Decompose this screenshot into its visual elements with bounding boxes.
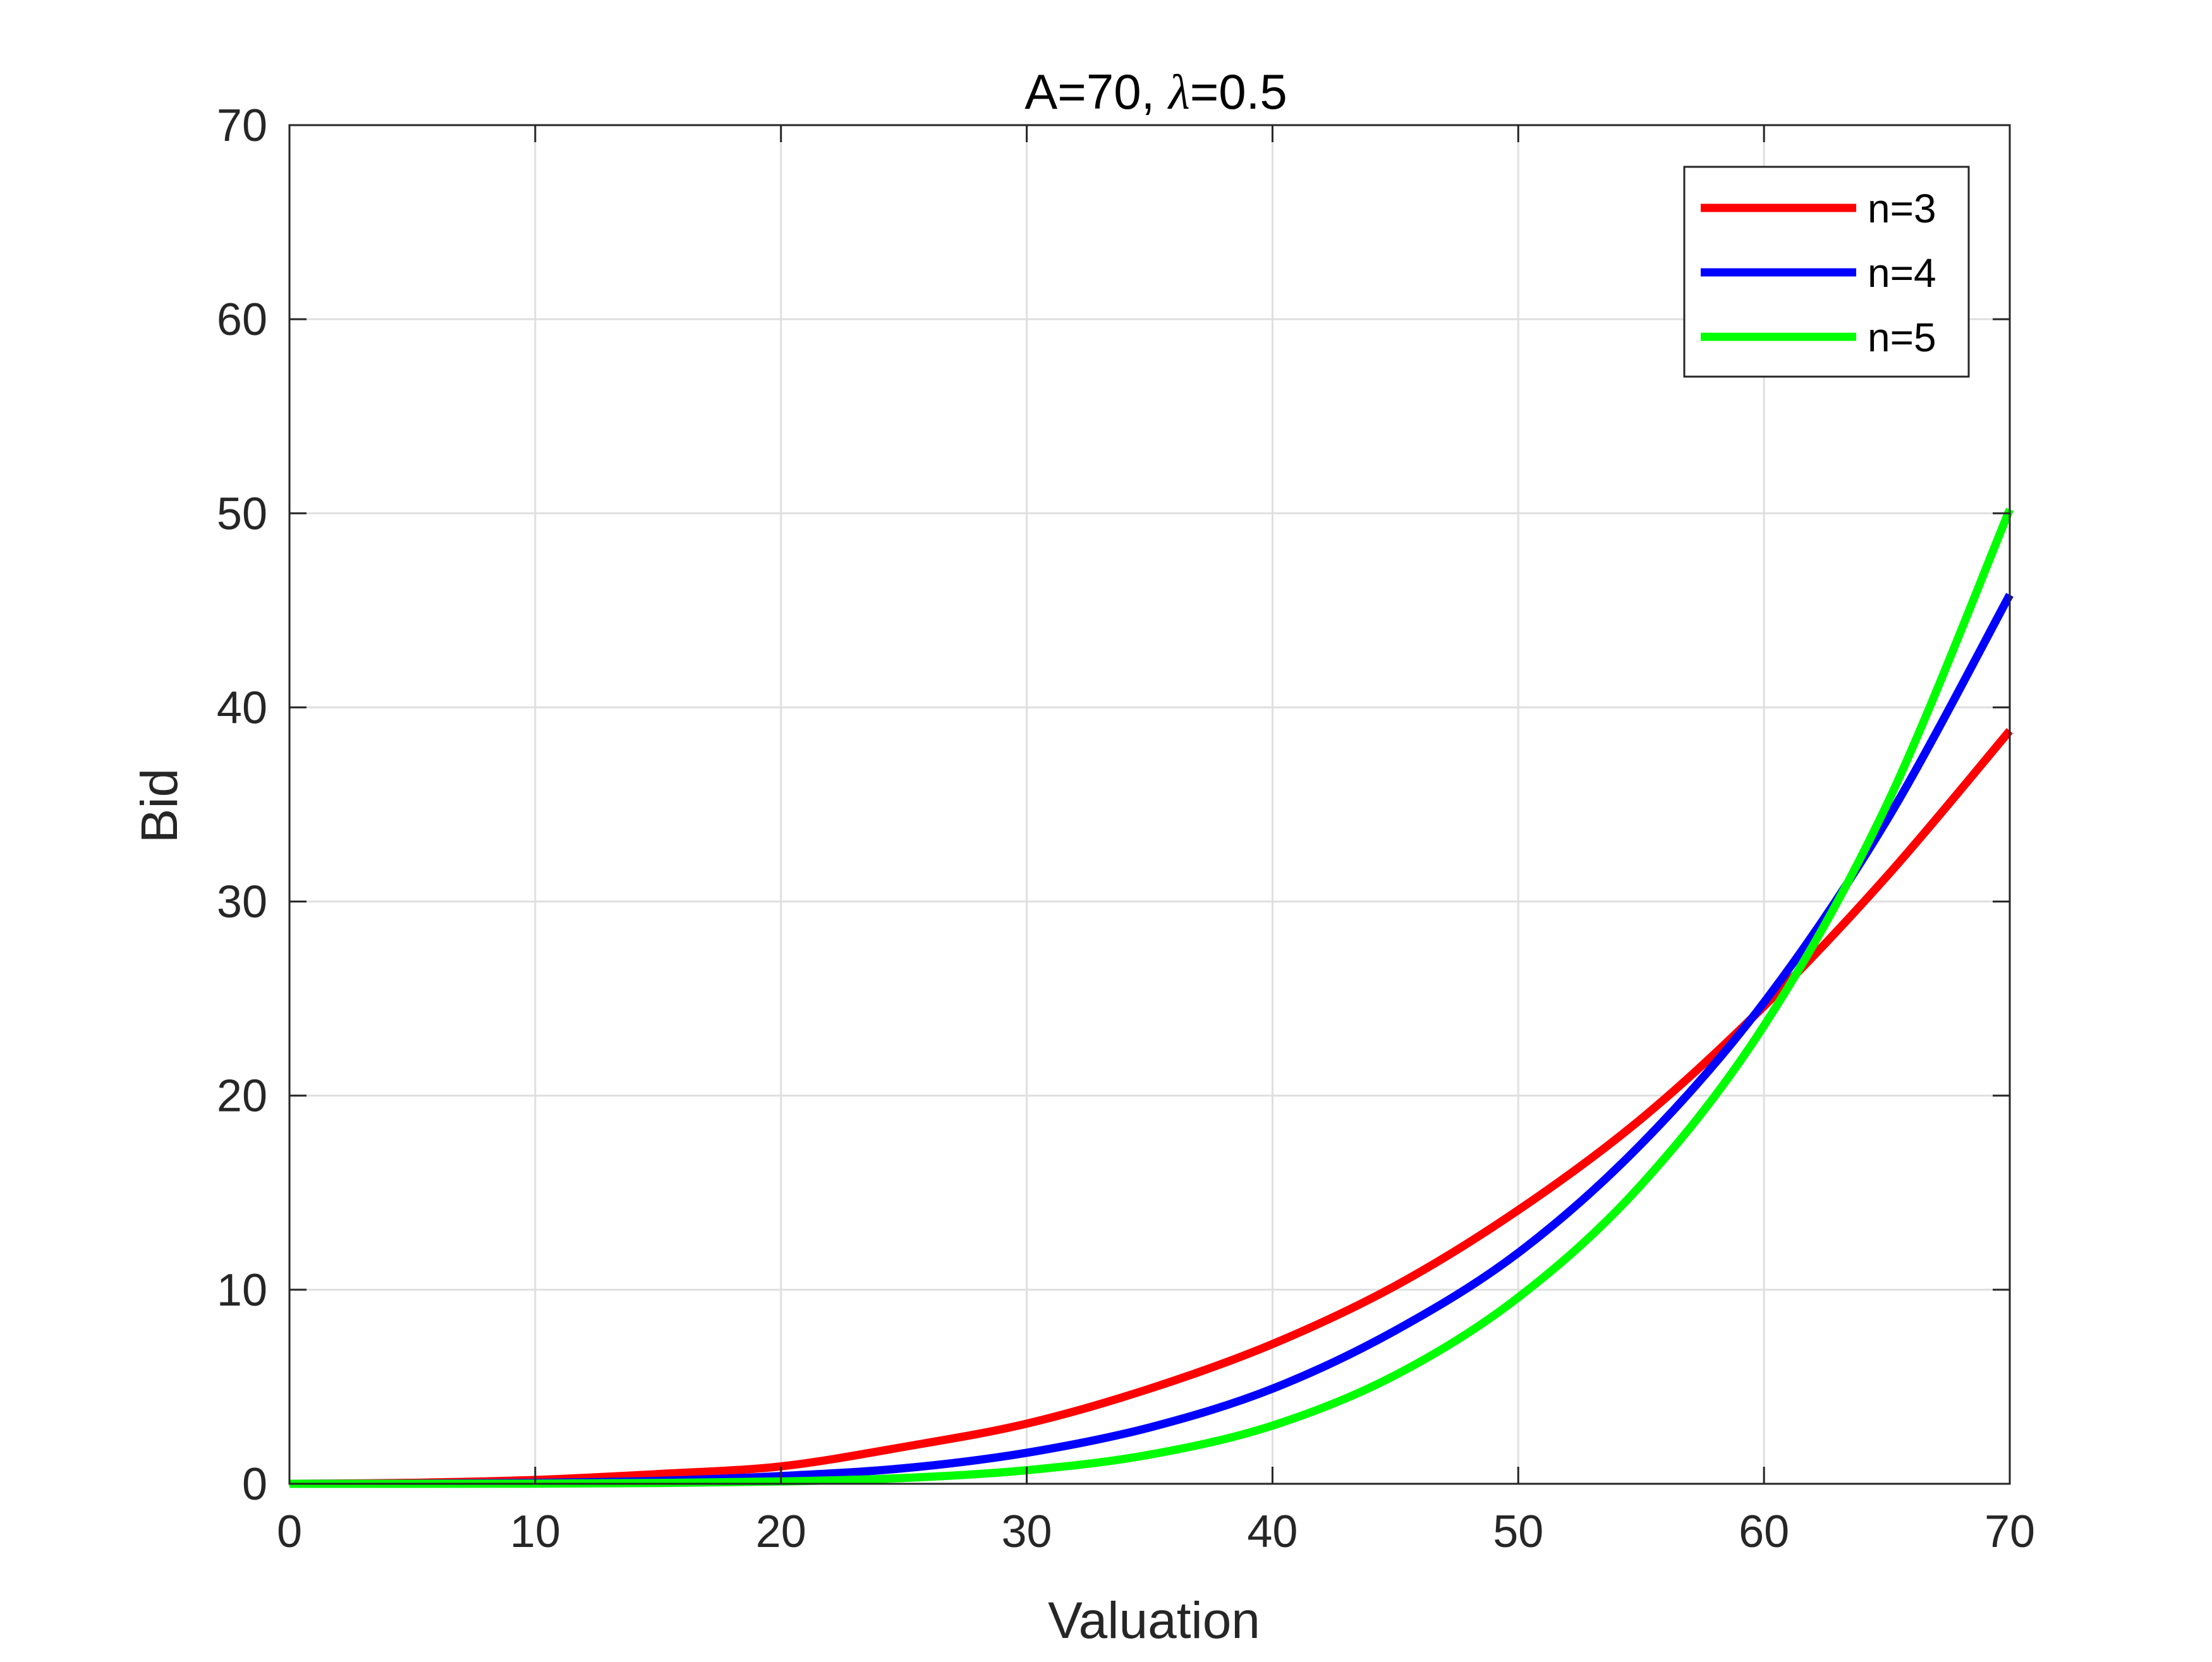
x-tick-label: 50: [1493, 1507, 1543, 1557]
plot-area-frame: [288, 124, 2011, 1485]
legend-label: n=5: [1868, 315, 1936, 360]
y-tick-label: 20: [217, 1071, 267, 1122]
y-tick-label: 70: [217, 100, 267, 151]
y-tick-label: 30: [217, 877, 267, 928]
x-tick-label: 40: [1247, 1507, 1297, 1557]
x-axis-label: Valuation: [1048, 1592, 1260, 1649]
x-tick-label: 70: [1984, 1507, 2035, 1557]
x-tick-label: 20: [756, 1507, 806, 1557]
chart-title-symbol: λ: [1167, 64, 1190, 119]
x-tick-label: 10: [510, 1507, 561, 1557]
chart-title-prefix: A=70,: [1024, 64, 1169, 119]
legend-label: n=4: [1868, 250, 1936, 296]
legend: n=3 n=4 n=5: [1683, 166, 1970, 378]
y-axis-label: Bid: [131, 768, 188, 844]
y-tick-label: 50: [217, 488, 267, 539]
x-tick-labels: 0 10 20 30 40 50 60 70: [277, 1507, 2035, 1557]
x-tick-label: 0: [277, 1507, 302, 1557]
legend-label: n=3: [1868, 186, 1936, 231]
chart-title-suffix: =0.5: [1190, 64, 1287, 119]
y-tick-label: 0: [242, 1459, 267, 1510]
y-tick-label: 60: [217, 294, 267, 345]
tick-marks: [288, 124, 2011, 1485]
y-tick-label: 40: [217, 682, 267, 733]
y-tick-label: 10: [217, 1265, 267, 1316]
x-tick-label: 30: [1002, 1507, 1052, 1557]
x-tick-label: 60: [1739, 1507, 1789, 1557]
legend-items: n=3 n=4 n=5: [1701, 186, 1936, 360]
y-tick-labels: 0 10 20 30 40 50 60 70: [217, 100, 267, 1510]
chart-title: A=70, λ=0.5: [1024, 64, 1287, 119]
